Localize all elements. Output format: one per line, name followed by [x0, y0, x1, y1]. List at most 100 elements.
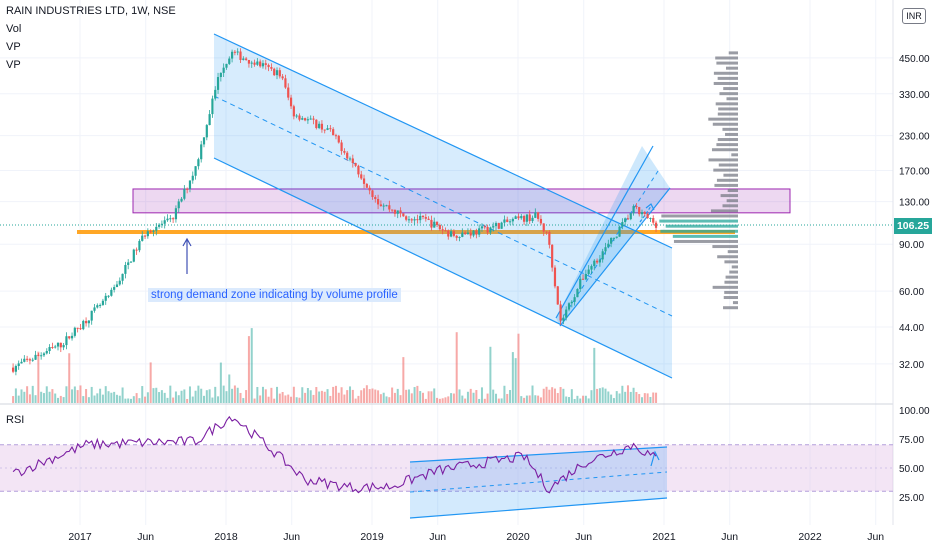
volume-bar-92: [270, 387, 273, 403]
profile-bar-5: [724, 280, 738, 284]
candle-34: [107, 295, 110, 297]
profile-bar-8: [731, 265, 738, 269]
candle-176: [506, 219, 509, 222]
volume-bar-128: [371, 388, 374, 403]
rsi-channel-bottom: [409, 497, 668, 519]
candle-83: [245, 58, 248, 60]
volume-bar-203: [582, 395, 585, 403]
volume-bar-161: [464, 398, 467, 403]
time-tick-8: 2021: [652, 531, 676, 543]
price-tick-8: 32.00: [899, 360, 924, 371]
volume-bar-78: [231, 388, 234, 403]
volume-bar-155: [447, 396, 450, 403]
current-price-badge: 106.25: [894, 218, 932, 234]
volume-bar-82: [242, 398, 245, 403]
candle-188: [539, 218, 543, 224]
volume-bar-224: [641, 397, 644, 403]
volume-bar-18: [62, 397, 65, 403]
candle-94: [275, 70, 279, 76]
candle-185: [531, 217, 534, 222]
candle-214: [612, 237, 616, 239]
asc-mid: [559, 167, 661, 323]
volume-bar-153: [441, 398, 444, 403]
profile-bar-45: [717, 76, 738, 80]
volume-bar-208: [596, 388, 599, 403]
candle-216: [618, 226, 621, 237]
volume-bar-40: [124, 398, 127, 403]
currency-badge[interactable]: INR: [902, 8, 926, 24]
volume-bar-91: [267, 396, 270, 403]
candle-152: [438, 225, 441, 230]
volume-bar-192: [551, 387, 554, 403]
candle-67: [200, 144, 203, 160]
volume-bar-198: [568, 397, 571, 403]
candle-35: [110, 289, 113, 296]
volume-bar-12: [45, 386, 48, 403]
candle-36: [113, 287, 116, 290]
volume-bar-81: [239, 392, 242, 403]
volume-bar-204: [584, 395, 587, 403]
volume-bar-69: [205, 390, 208, 403]
volume-bar-207: [593, 347, 596, 403]
volume-bar-175: [503, 385, 506, 403]
candle-73: [216, 77, 220, 90]
profile-bar-39: [718, 107, 738, 111]
candle-71: [211, 98, 214, 115]
volume-bar-44: [135, 393, 138, 403]
candle-60: [180, 198, 183, 202]
profile-bar-41: [726, 97, 738, 101]
volume-bar-37: [115, 394, 118, 403]
volume-bar-181: [520, 396, 523, 403]
volume-bar-96: [281, 392, 284, 403]
candle-81: [239, 51, 242, 60]
volume-bar-31: [99, 388, 102, 403]
volume-bar-85: [250, 328, 253, 403]
volume-bar-106: [309, 390, 312, 403]
time-tick-5: Jun: [429, 531, 446, 543]
volume-bar-211: [604, 388, 607, 403]
candle-10: [40, 355, 43, 357]
candle-63: [188, 180, 192, 189]
volume-bar-144: [416, 385, 419, 403]
volume-bar-83: [245, 390, 248, 403]
candle-65: [194, 166, 197, 176]
profile-bar-42: [719, 92, 738, 96]
candle-47: [143, 235, 147, 237]
price-tick-4: 130.00: [899, 198, 930, 209]
volume-bar-163: [469, 388, 472, 403]
candle-66: [197, 159, 200, 167]
candle-101: [295, 115, 298, 117]
candle-190: [545, 231, 548, 233]
volume-bar-60: [180, 390, 183, 403]
volume-bar-115: [334, 385, 337, 403]
candle-87: [256, 61, 259, 65]
candle-31: [99, 304, 102, 306]
volume-bar-15: [54, 393, 57, 403]
candle-211: [604, 247, 607, 252]
candle-7: [31, 359, 34, 361]
candle-209: [598, 259, 601, 263]
profile-bar-23: [727, 188, 738, 192]
candle-196: [562, 317, 565, 321]
candle-105: [306, 119, 309, 121]
volume-bar-201: [576, 395, 579, 403]
volume-bar-120: [349, 386, 352, 403]
candle-18: [62, 345, 65, 348]
candle-15: [54, 346, 57, 348]
candle-168: [483, 226, 486, 228]
volume-bar-197: [565, 396, 568, 403]
candle-17: [59, 342, 62, 348]
volume-bar-228: [652, 392, 655, 403]
candle-106: [309, 118, 312, 120]
volume-bar-74: [219, 362, 222, 403]
candle-62: [186, 188, 189, 190]
candle-6: [28, 359, 32, 361]
volume-bar-63: [188, 386, 191, 403]
demand-arrow-head: [182, 237, 192, 247]
volume-bar-47: [144, 396, 147, 403]
volume-bar-215: [615, 391, 618, 403]
volume-bar-62: [186, 398, 189, 403]
candle-136: [393, 209, 397, 214]
volume-bar-191: [548, 389, 551, 403]
